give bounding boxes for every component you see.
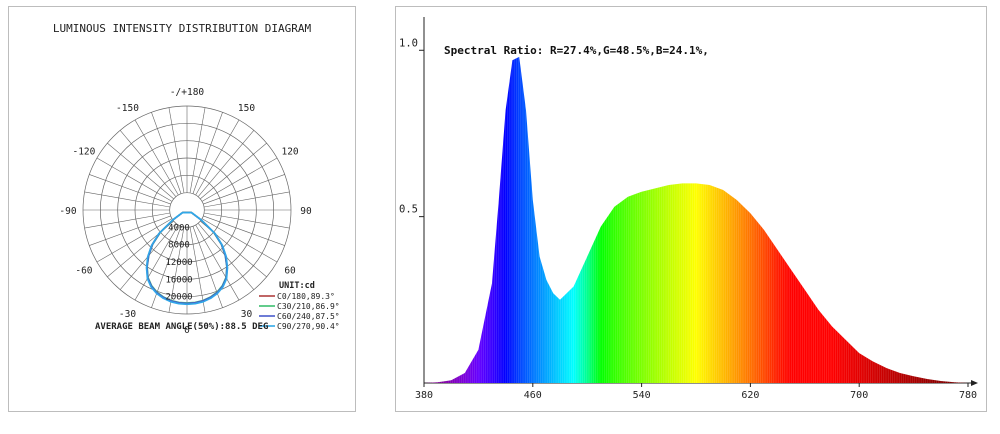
- polar-grid-spoke: [151, 112, 182, 194]
- polar-grid-spoke: [201, 157, 278, 202]
- polar-angle-label: 120: [281, 147, 298, 158]
- polar-radial-label: 20000: [165, 293, 192, 303]
- x-tick-label: 700: [850, 390, 868, 401]
- polar-grid-spoke: [195, 224, 240, 301]
- polar-grid-spoke: [107, 142, 174, 200]
- polar-grid-spoke: [84, 191, 170, 208]
- polar-angle-label: -120: [72, 147, 95, 158]
- polar-grid-spoke: [119, 130, 177, 197]
- polar-angle-label: 0: [184, 325, 190, 336]
- polar-angle-label: -30: [119, 309, 136, 320]
- legend-entry: C0/180,89.3°: [277, 292, 335, 301]
- spectrum-area: [424, 56, 968, 384]
- polar-unit-label: UNIT:cd: [279, 281, 315, 291]
- polar-grid-spoke: [189, 107, 206, 193]
- polar-radial-label: 4000: [168, 223, 190, 233]
- polar-grid-spoke: [204, 191, 290, 208]
- polar-grid-spoke: [203, 215, 285, 246]
- polar-grid-spoke: [203, 174, 285, 205]
- polar-radial-label: 16000: [165, 275, 192, 285]
- polar-radial-label: 12000: [165, 258, 192, 268]
- x-tick-label: 780: [959, 390, 977, 401]
- polar-series-curve: [145, 211, 229, 306]
- polar-chart: LUMINOUS INTENSITY DISTRIBUTION DIAGRAM -…: [53, 22, 340, 336]
- polar-grid-spoke: [134, 119, 179, 196]
- legend-entry: C90/270,90.4°: [277, 322, 340, 331]
- x-axis-arrow: [971, 380, 978, 386]
- polar-grid-spoke: [195, 119, 240, 196]
- polar-grid-spoke: [96, 157, 173, 202]
- legend-entry: C30/210,86.9°: [277, 302, 340, 311]
- polar-angle-label: -90: [59, 206, 76, 217]
- polar-angle-label: 150: [238, 103, 255, 114]
- polar-grid-spoke: [189, 227, 206, 313]
- polar-angle-label: 60: [284, 266, 296, 277]
- x-tick-label: 540: [633, 390, 651, 401]
- polar-grid-spoke: [96, 218, 173, 263]
- polar-angle-label: 90: [300, 206, 312, 217]
- polar-grid-spoke: [168, 227, 185, 313]
- polar-angle-label: 30: [241, 309, 253, 320]
- polar-footer: AVERAGE BEAM ANGLE(50%):88.5 DEG: [95, 322, 268, 332]
- polar-radial-label: 8000: [168, 241, 190, 251]
- polar-angle-label: -150: [116, 103, 139, 114]
- spectrum-title: Spectral Ratio: R=27.4%,G=48.5%,B=24.1%,: [444, 44, 709, 57]
- polar-grid-spoke: [168, 107, 185, 193]
- polar-grid-spoke: [200, 142, 267, 200]
- spectrum-chart: 1.0 0.5 380 460 540 620 700 780 Spectral Ratio: …: [399, 17, 978, 401]
- polar-grid-circle: [169, 192, 205, 228]
- x-tick-label: 620: [741, 390, 759, 401]
- polar-grid-spoke: [201, 218, 278, 263]
- polar-grid-spoke: [204, 212, 290, 229]
- polar-grid-spoke: [134, 224, 179, 301]
- polar-grid-spoke: [192, 112, 223, 194]
- y-tick-label: 1.0: [399, 37, 418, 49]
- spectrum-chart-panel: 1.0 0.5 380 460 540 620 700 780 Spectral Ratio: …: [395, 6, 987, 412]
- x-tick-label: 460: [524, 390, 542, 401]
- polar-grid-spoke: [84, 212, 170, 229]
- x-tick-label: 380: [415, 390, 433, 401]
- polar-angle-label: -60: [75, 266, 92, 277]
- polar-grid-spoke: [89, 174, 171, 205]
- polar-grid-spoke: [89, 215, 171, 246]
- polar-chart-panel: LUMINOUS INTENSITY DISTRIBUTION DIAGRAM -…: [8, 6, 356, 412]
- polar-grid-spoke: [197, 130, 255, 197]
- polar-angle-label: -/+180: [170, 87, 205, 98]
- legend-entry: C60/240,87.5°: [277, 312, 340, 321]
- polar-title: LUMINOUS INTENSITY DISTRIBUTION DIAGRAM: [53, 22, 312, 35]
- y-tick-label: 0.5: [399, 204, 418, 216]
